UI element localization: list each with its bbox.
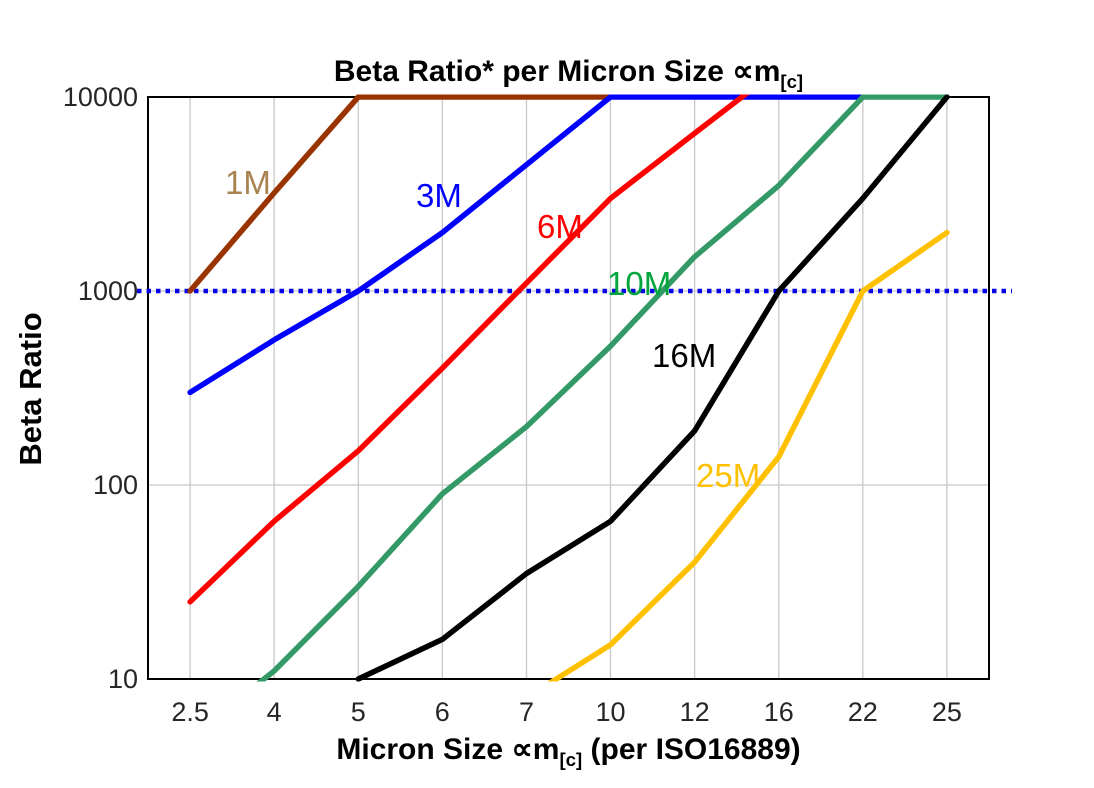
chart-title-subscript: [c] [780,71,804,92]
series-line-10M [256,94,950,682]
chart-title-text: Beta Ratio* per Micron Size ∝m [333,55,781,88]
svg-text:4: 4 [267,697,282,727]
series-label-10M: 10M [607,265,671,302]
series-label-16M: 16M [652,337,716,374]
svg-text:5: 5 [351,697,366,727]
series-line-1M [187,94,614,294]
y-tick-labels: 10 100 1000 10000 [63,82,138,694]
series-line-6M [187,94,750,605]
x-axis-title-suffix: (per ISO16889) [582,733,801,766]
svg-text:10: 10 [595,697,625,727]
svg-text:100: 100 [93,470,138,500]
series-line-3M [187,94,866,396]
svg-text:25: 25 [932,697,962,727]
series-label-1M: 1M [225,164,271,201]
x-axis-title-text: Micron Size ∝m [336,733,560,766]
svg-text:16: 16 [764,697,794,727]
series-label-6M: 6M [537,208,583,245]
svg-text:6: 6 [435,697,450,727]
series-label-3M: 3M [416,177,462,214]
svg-text:10: 10 [108,664,138,694]
svg-text:12: 12 [680,697,710,727]
series-label-25M: 25M [696,457,760,494]
svg-text:10000: 10000 [63,82,138,112]
chart-title: Beta Ratio* per Micron Size ∝m[c] [148,54,989,93]
series-line-25M [547,229,950,682]
x-axis-title: Micron Size ∝m[c] (per ISO16889) [148,732,989,771]
series-line-16M [355,94,950,682]
svg-text:7: 7 [519,697,534,727]
y-axis-title: Beta Ratio [13,312,48,466]
x-tick-labels: 2.5 4 5 6 7 10 12 16 22 25 [171,697,962,727]
svg-text:22: 22 [848,697,878,727]
x-axis-title-subscript: [c] [559,749,583,770]
svg-text:2.5: 2.5 [171,697,209,727]
svg-text:1000: 1000 [78,276,138,306]
